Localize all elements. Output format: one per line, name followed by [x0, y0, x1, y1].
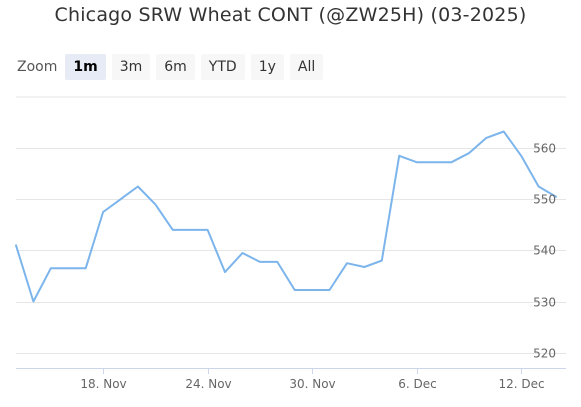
data-point	[207, 229, 209, 231]
data-point	[120, 198, 122, 200]
x-tick-label: 6. Dec	[398, 377, 436, 391]
data-point	[346, 262, 348, 264]
data-point	[50, 267, 52, 269]
data-point	[154, 203, 156, 205]
data-point	[276, 261, 278, 263]
data-point	[468, 152, 470, 154]
data-point	[416, 161, 418, 163]
zoom-range-selector: Zoom 1m 3m 6m YTD 1y All	[17, 54, 329, 80]
y-tick-label: 520	[533, 347, 556, 361]
data-point	[259, 261, 261, 263]
x-tick-label: 24. Nov	[185, 377, 231, 391]
zoom-ytd-button[interactable]: YTD	[200, 54, 245, 80]
data-point	[294, 289, 296, 291]
zoom-6m-button[interactable]: 6m	[156, 54, 195, 80]
y-tick-label: 550	[533, 193, 556, 207]
zoom-all-button[interactable]: All	[289, 54, 324, 80]
x-axis	[16, 368, 566, 374]
data-point	[32, 301, 34, 303]
series-line	[15, 130, 557, 303]
x-tick-label: 30. Nov	[289, 377, 335, 391]
y-tick-label: 560	[533, 142, 556, 156]
tick-labels: 520 530 540 550 560 18. Nov 24. Nov 30. Nov 6. D…	[80, 142, 556, 392]
data-point	[398, 155, 400, 157]
chart-title: Chicago SRW Wheat CONT (@ZW25H) (03-2025…	[54, 4, 527, 26]
data-point	[102, 211, 104, 213]
data-point	[381, 260, 383, 262]
x-tick-label: 18. Nov	[80, 377, 126, 391]
zoom-1y-button[interactable]: 1y	[250, 54, 284, 80]
data-point	[242, 252, 244, 254]
x-tick-label: 12. Dec	[498, 377, 544, 391]
zoom-label: Zoom	[17, 59, 58, 75]
data-point	[520, 155, 522, 157]
data-point	[137, 186, 139, 188]
data-point	[538, 186, 540, 188]
zoom-1m-button[interactable]: 1m	[65, 54, 106, 80]
data-point	[224, 271, 226, 273]
data-point	[329, 289, 331, 291]
zoom-3m-button[interactable]: 3m	[111, 54, 151, 80]
data-point	[15, 244, 17, 246]
data-point	[85, 267, 87, 269]
data-point	[363, 266, 365, 268]
data-point	[172, 229, 174, 231]
series-layer	[15, 130, 557, 303]
y-tick-label: 540	[533, 244, 556, 258]
y-tick-label: 530	[533, 296, 556, 310]
data-point	[503, 131, 505, 133]
data-point	[451, 161, 453, 163]
data-point	[485, 137, 487, 139]
